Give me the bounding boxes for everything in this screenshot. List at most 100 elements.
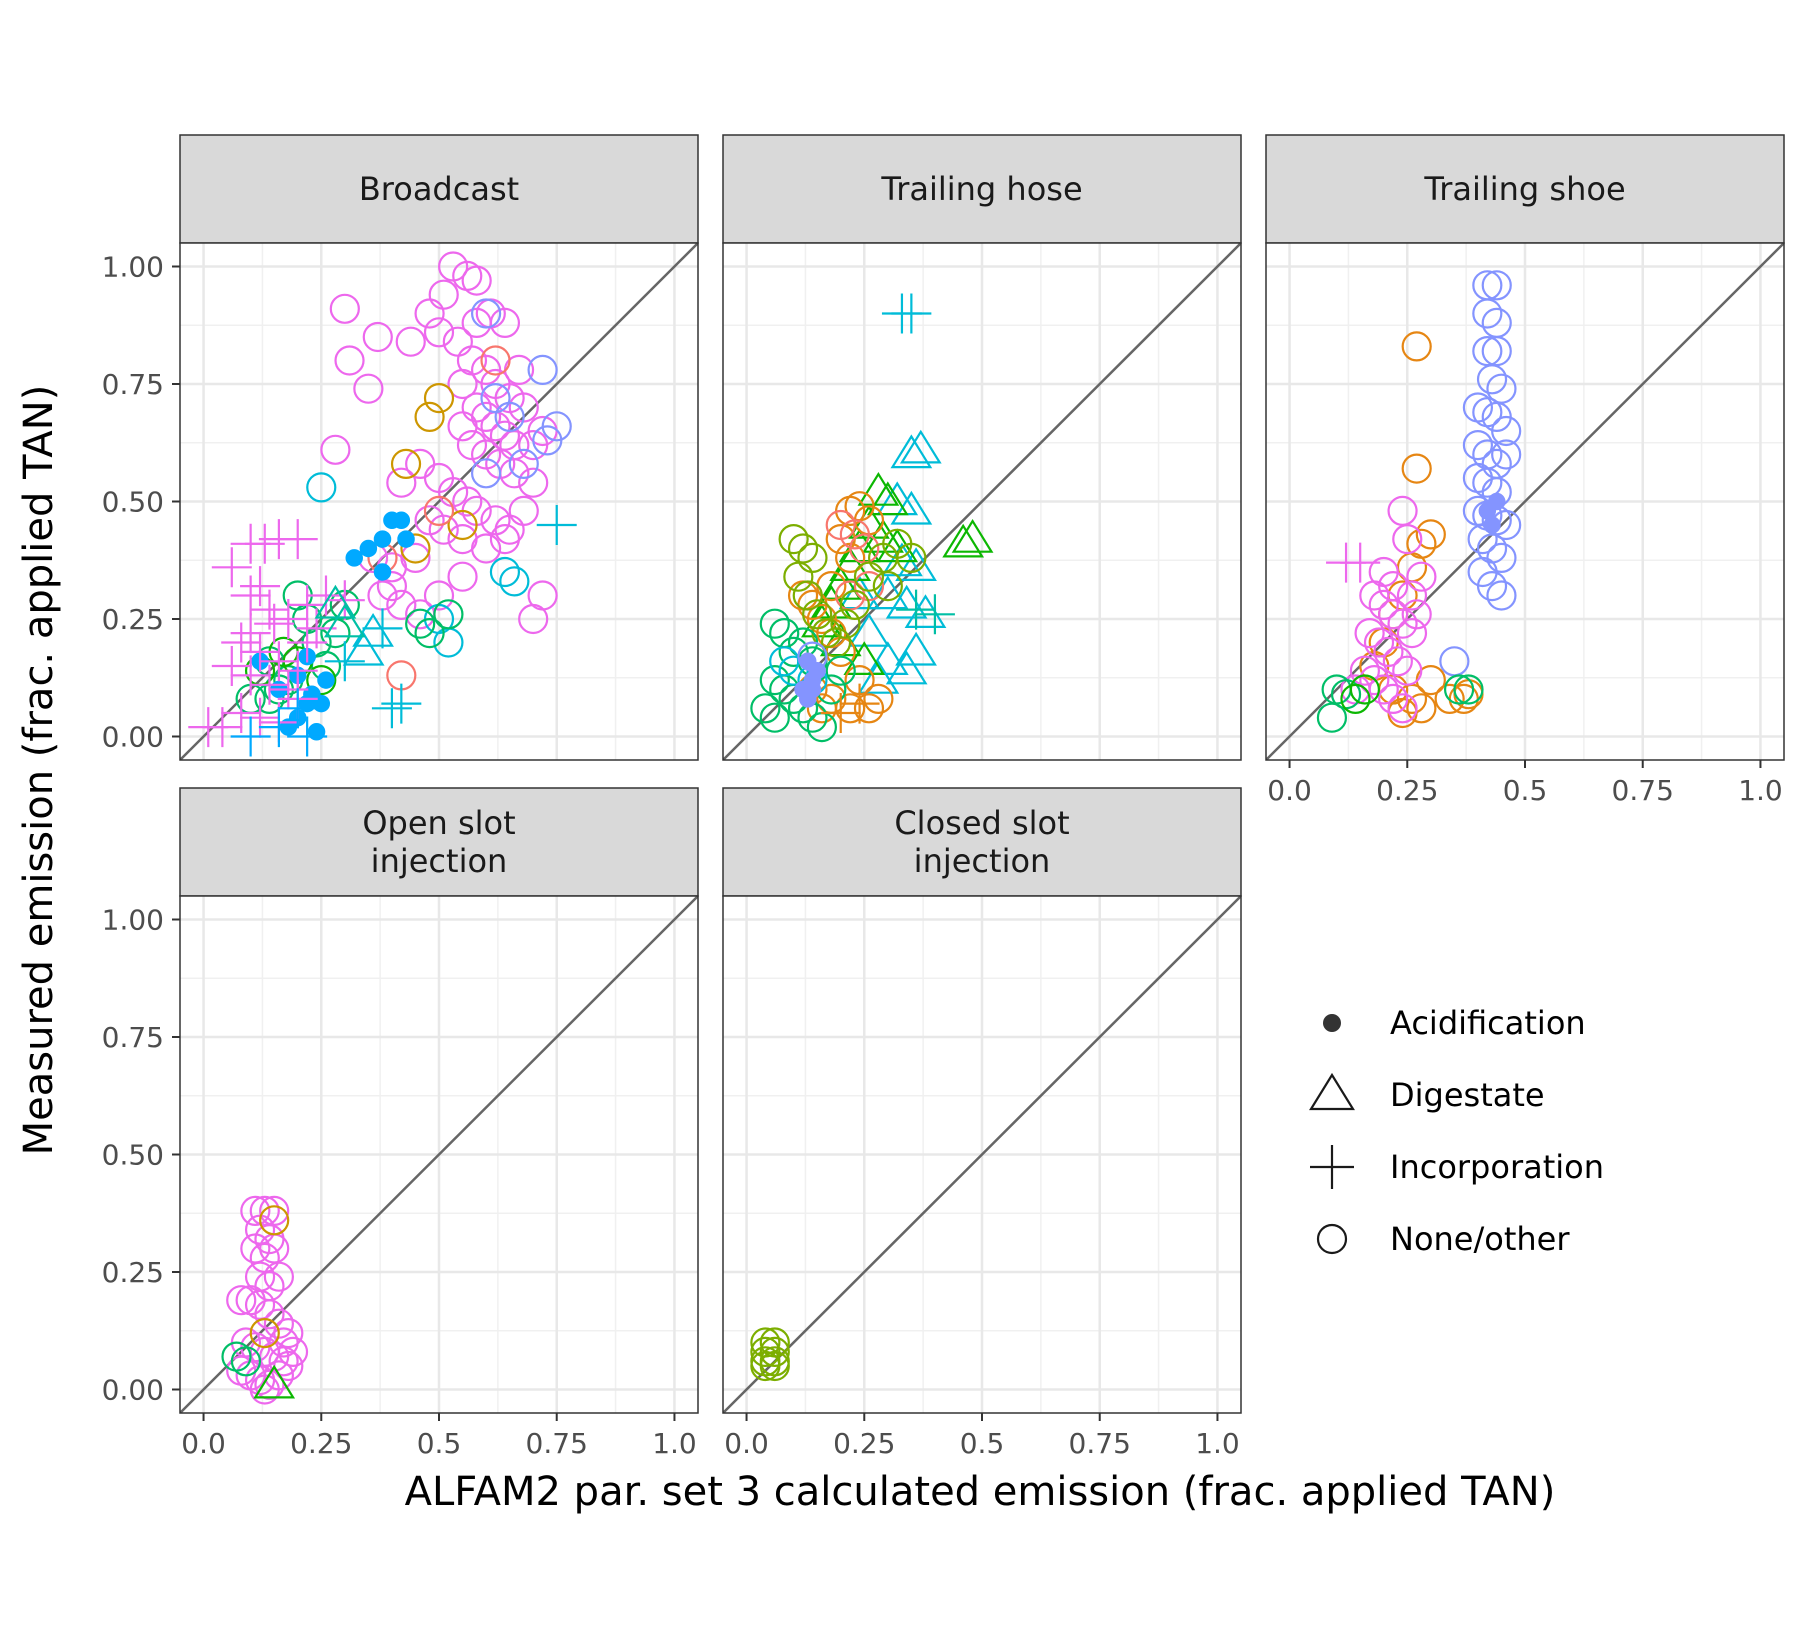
data-point <box>447 368 478 400</box>
data-point <box>830 608 861 639</box>
data-point <box>797 641 828 672</box>
data-point <box>1363 627 1395 658</box>
identity-line <box>180 243 698 760</box>
identity-line <box>723 896 1241 1413</box>
data-point <box>899 429 942 464</box>
data-point <box>1396 617 1428 649</box>
data-point <box>839 589 870 621</box>
data-point <box>447 561 478 592</box>
data-point <box>373 530 392 548</box>
data-point <box>1467 523 1498 555</box>
data-point <box>885 650 928 685</box>
data-point <box>820 693 861 733</box>
data-point <box>287 584 328 625</box>
data-point <box>1349 674 1380 705</box>
data-point <box>1340 542 1381 583</box>
data-point <box>759 702 790 733</box>
data-point <box>866 575 909 610</box>
data-point <box>323 603 366 638</box>
data-point <box>306 472 337 503</box>
legend-item: None/other <box>1316 1220 1570 1258</box>
data-point <box>895 547 937 582</box>
y-tick-label: 0.00 <box>102 1374 164 1407</box>
data-point <box>895 631 937 666</box>
data-point <box>881 542 923 577</box>
data-point <box>314 584 357 619</box>
data-point <box>211 547 252 588</box>
data-point <box>1406 561 1437 592</box>
legend-label: Acidification <box>1390 1004 1586 1042</box>
data-point <box>240 566 281 607</box>
data-point <box>423 383 455 414</box>
data-point <box>896 542 927 574</box>
data-point <box>240 631 281 672</box>
data-point <box>1401 453 1432 484</box>
data-point <box>254 1299 285 1330</box>
data-point <box>1453 674 1484 705</box>
data-point <box>1378 683 1409 715</box>
data-point <box>1378 570 1409 602</box>
data-point <box>324 641 365 682</box>
data-point <box>423 317 455 348</box>
data-point <box>759 1350 790 1382</box>
y-tick-label: 0.25 <box>102 603 164 636</box>
data-point <box>891 293 932 334</box>
data-point <box>1476 364 1508 395</box>
data-point <box>373 563 392 581</box>
data-point <box>249 1317 280 1349</box>
data-point <box>386 589 417 621</box>
x-tick-label: 0.5 <box>417 1427 462 1460</box>
data-point <box>268 669 309 710</box>
data-point <box>1415 519 1446 550</box>
x-tick-label: 0.0 <box>181 1427 226 1460</box>
facet-panels: Broadcast 0.00 0.25 0.50 0.75 1.00 Trailing ho… <box>102 134 1785 1460</box>
data-point <box>1396 580 1428 611</box>
data-point <box>499 566 530 597</box>
data-point <box>287 716 328 757</box>
data-point <box>249 664 290 705</box>
data-point <box>489 307 521 338</box>
data-point <box>1491 439 1522 470</box>
data-point <box>536 505 577 545</box>
data-point <box>1486 580 1517 611</box>
data-point <box>428 514 459 545</box>
data-point <box>230 1346 262 1377</box>
data-point <box>914 594 955 635</box>
data-point <box>792 580 823 611</box>
x-tick-label: 0.5 <box>1503 774 1548 807</box>
data-point <box>221 693 262 733</box>
facet-strip-label: Closed slot injection <box>894 804 1069 880</box>
data-point <box>277 519 318 560</box>
data-point <box>470 533 502 564</box>
data-point <box>863 683 894 715</box>
data-point <box>423 495 455 526</box>
data-point <box>890 434 933 469</box>
facet-panel: Closed slot injection 0.0 0.25 0.5 0.75 1.0 <box>722 787 1242 1460</box>
data-point <box>447 509 478 541</box>
data-point <box>1392 655 1423 686</box>
data-point <box>829 547 872 582</box>
facet-strip <box>722 787 1242 897</box>
data-point <box>1382 646 1413 677</box>
data-point <box>508 448 539 479</box>
data-point <box>263 1261 294 1292</box>
data-point <box>371 688 412 729</box>
data-point <box>470 298 502 329</box>
data-point <box>259 1205 290 1236</box>
facet-panel: Broadcast 0.00 0.25 0.50 0.75 1.00 <box>102 134 699 761</box>
data-point <box>843 641 886 676</box>
data-point <box>362 321 393 353</box>
data-point <box>951 519 994 553</box>
x-tick-label: 1.0 <box>1195 1427 1240 1460</box>
x-tick-label: 0.75 <box>1612 774 1674 807</box>
data-point <box>759 664 790 696</box>
data-point <box>249 1374 280 1405</box>
y-axis-title: Measured emission (frac. applied TAN) <box>16 385 62 1156</box>
data-layer <box>180 243 698 760</box>
legend-item: Acidification <box>1323 1004 1586 1042</box>
data-point <box>240 697 281 738</box>
data-point <box>839 683 880 724</box>
data-point <box>352 613 394 647</box>
data-point <box>857 472 900 506</box>
